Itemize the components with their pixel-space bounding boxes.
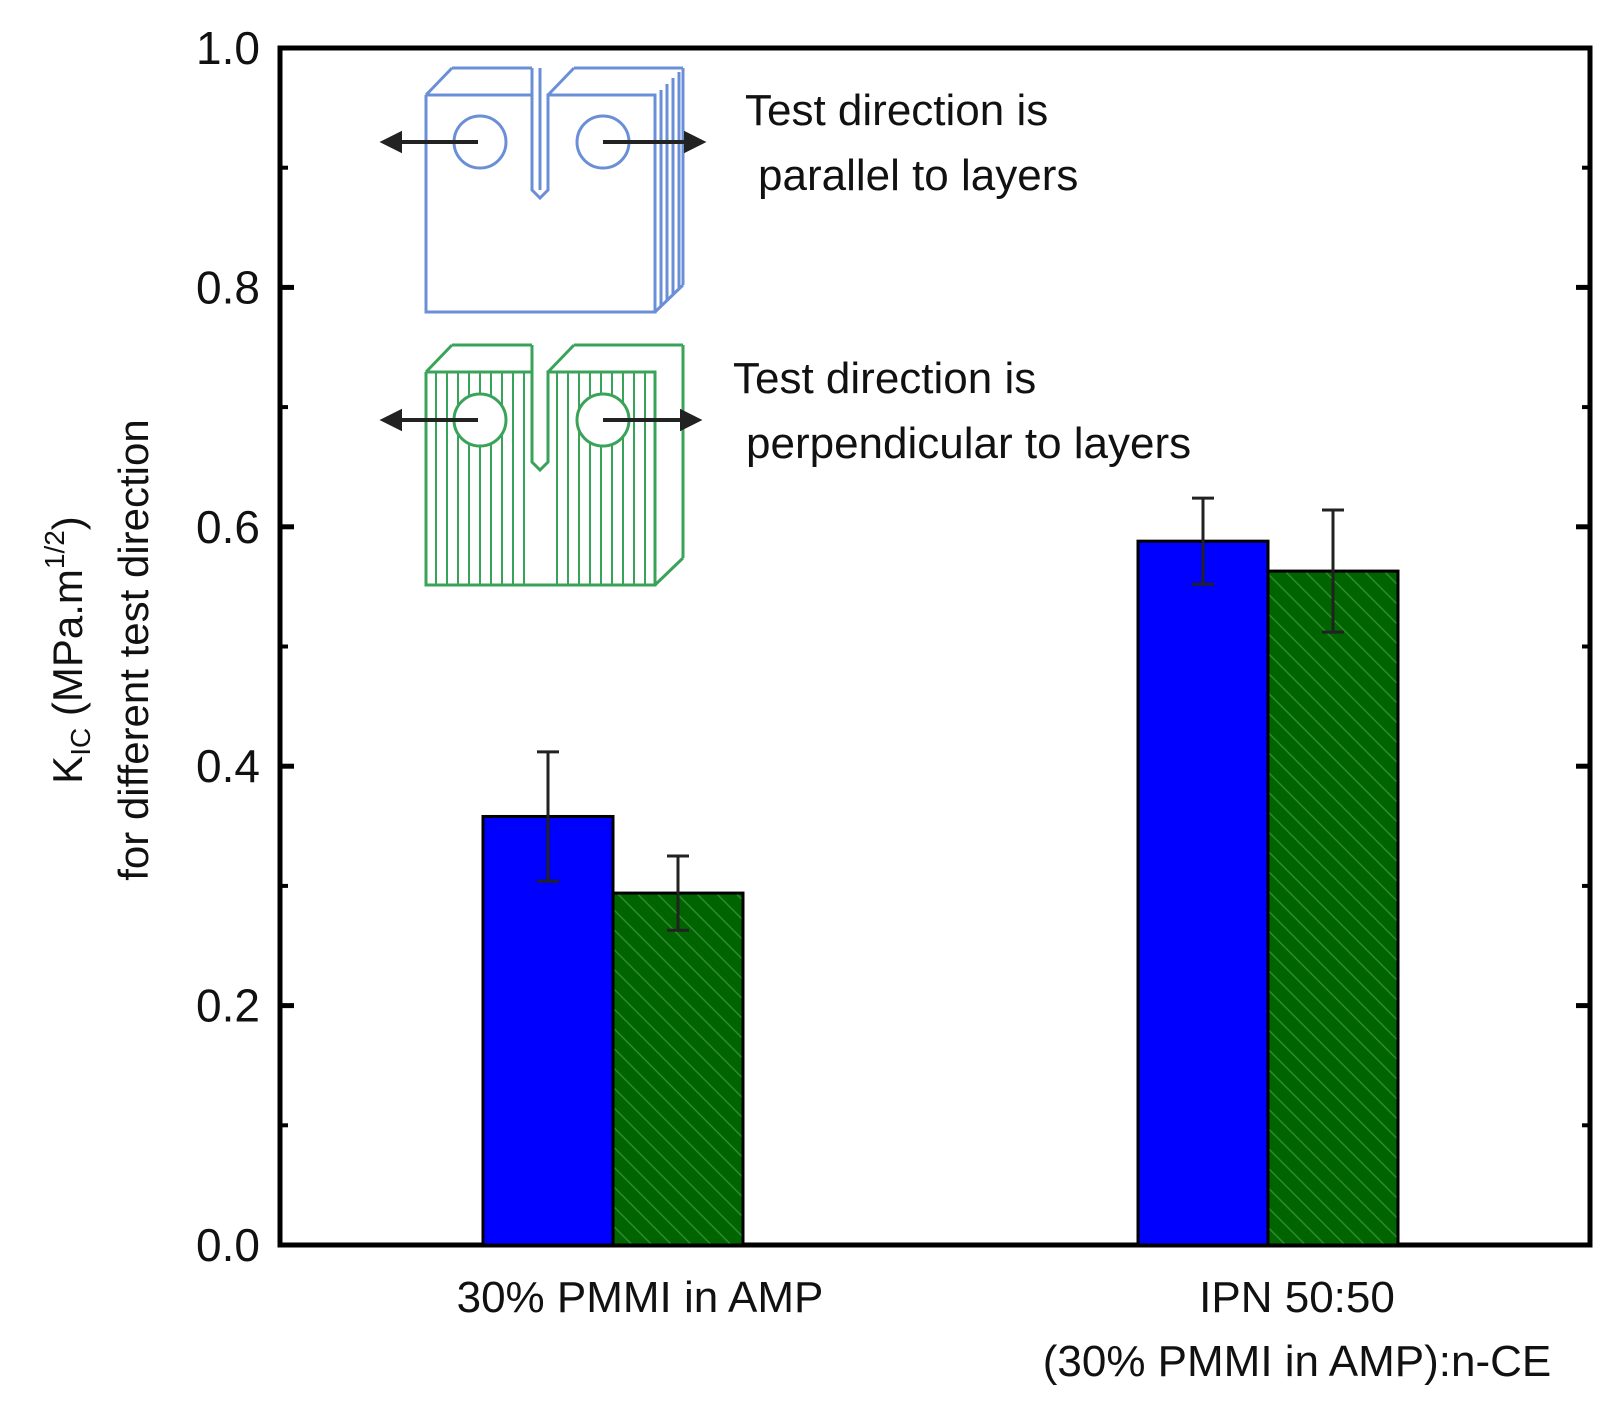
error-bar-parallel-1	[537, 750, 559, 883]
category-label-2-line2: (30% PMMI in AMP):n-CE	[1043, 1337, 1552, 1386]
legend-parallel-line1: Test direction is	[745, 86, 1048, 135]
y-tick-label: 0.8	[196, 261, 260, 313]
category-label-2-line1: IPN 50:50	[1199, 1273, 1395, 1322]
y-ticks-layer: 0.0 0.2 0.4 0.6 0.8 1.0	[196, 22, 1590, 1271]
bar-parallel-2	[1136, 539, 1270, 1247]
y-axis-label: KIC (MPa.m1/2) for different test direct…	[39, 419, 157, 880]
error-bar-perpendicular-1	[667, 854, 689, 932]
error-bar-perpendicular-2	[1322, 508, 1344, 634]
legend-perpendicular-line2: perpendicular to layers	[746, 419, 1191, 468]
green-layered-specimen-icon	[424, 343, 685, 587]
error-bar-parallel-2	[1192, 496, 1214, 586]
svg-text:KIC (MPa.m1/2): KIC (MPa.m1/2)	[39, 516, 96, 784]
blue-layered-specimen-icon	[424, 66, 685, 314]
y-tick-label: 0.0	[196, 1219, 260, 1271]
perpendicular-arrows	[379, 408, 703, 432]
legend-parallel-line2: parallel to layers	[758, 151, 1078, 200]
error-bars-layer	[537, 496, 1344, 932]
bar-perpendicular-2	[1266, 569, 1400, 1247]
y-tick-label: 0.6	[196, 501, 260, 553]
legend-perpendicular-line1: Test direction is	[733, 354, 1036, 403]
svg-text:for different test direction: for different test direction	[110, 419, 157, 880]
parallel-arrows	[379, 130, 707, 154]
bars-layer	[481, 539, 1400, 1247]
y-tick-label: 0.2	[196, 980, 260, 1032]
bar-perpendicular-1	[611, 891, 745, 1247]
category-label-1: 30% PMMI in AMP	[457, 1273, 824, 1322]
y-tick-label: 0.4	[196, 740, 260, 792]
y-tick-label: 1.0	[196, 22, 260, 74]
